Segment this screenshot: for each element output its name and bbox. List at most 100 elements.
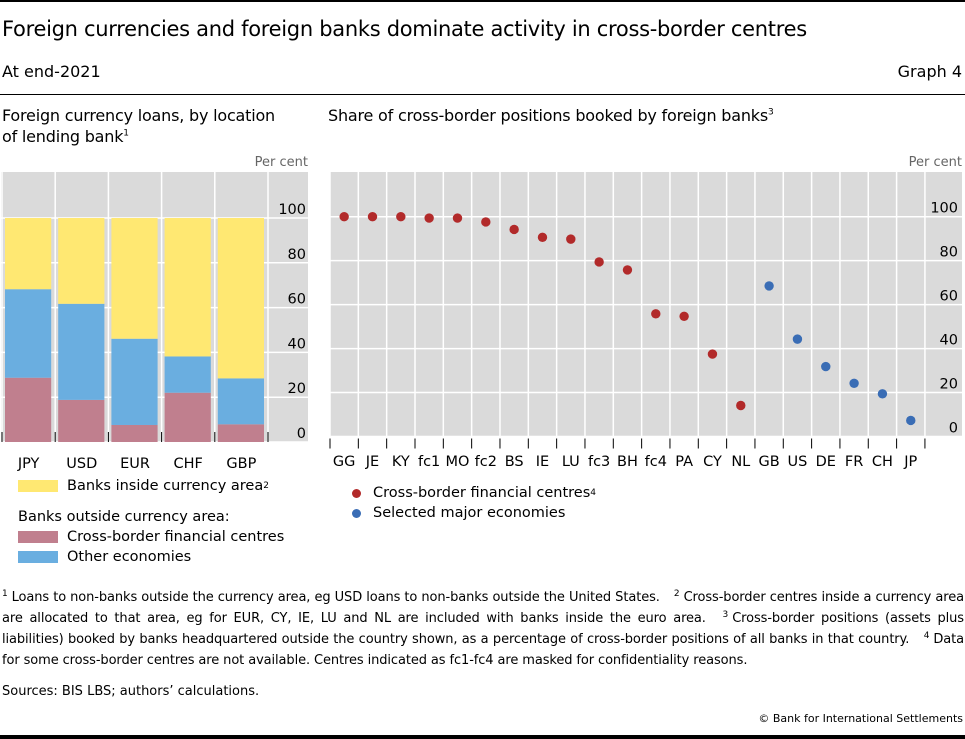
data-point-jp <box>906 415 916 426</box>
left-panel-title-line1: Foreign currency loans, by location <box>2 106 276 125</box>
right-xtick-label: KY <box>392 454 410 470</box>
footnote-text: Cross-border positions (assets plus liab… <box>2 611 964 647</box>
data-point-fc4 <box>651 309 661 319</box>
legend-item-major-economies: Selected major economies <box>330 505 565 521</box>
data-point-je <box>367 212 378 222</box>
data-point-us <box>792 334 803 344</box>
right-xtick-label: fc3 <box>588 454 610 470</box>
right-xtick-label: fc1 <box>418 454 440 470</box>
right-xtick-label: BS <box>505 454 524 470</box>
legend-label: Cross-border financial centres <box>67 529 285 545</box>
data-point-pa <box>679 311 689 321</box>
right-xtick-label: CH <box>872 454 893 470</box>
legend-item-other-economies: Other economies <box>18 549 191 565</box>
data-point-ch <box>877 389 888 399</box>
right-panel-title-text: Share of cross-border positions booked b… <box>328 106 768 125</box>
bar-segment-jpy-cross-border-centres <box>5 377 52 442</box>
right-xtick-label: NL <box>731 454 750 470</box>
right-xtick-label: LU <box>562 454 580 470</box>
right-xtick-label: fc2 <box>475 454 497 470</box>
right-xtick-label: IE <box>536 454 549 470</box>
chart-subtitle: At end-2021 <box>2 62 101 81</box>
chart-title: Foreign currencies and foreign banks dom… <box>2 17 807 41</box>
data-point-gb <box>764 281 774 291</box>
legend-label: Cross-border financial centres <box>373 485 591 501</box>
bar-segment-eur-other-economies <box>111 338 158 425</box>
legend-label: Banks inside currency area <box>67 478 264 494</box>
legend-swatch-pink <box>18 531 58 543</box>
right-unit-label: Per cent <box>908 155 962 170</box>
footnote-text: Data for some cross-border centres are n… <box>2 632 964 668</box>
left-panel-title: Foreign currency loans, by location of l… <box>2 105 275 147</box>
left-ytick-label: 20 <box>288 381 306 397</box>
data-point-fc1 <box>424 213 434 223</box>
footnote-text: Loans to non-banks outside the currency … <box>11 590 660 605</box>
bar-segment-gbp-other-economies <box>217 378 264 425</box>
bar-segment-jpy-other-economies <box>5 289 52 378</box>
bottom-rule <box>0 735 965 739</box>
data-point-bs <box>509 224 519 235</box>
bar-segment-eur-banks-inside <box>111 218 158 339</box>
left-ytick-label: 40 <box>288 336 306 352</box>
header-rule <box>0 94 965 95</box>
sources: Sources: BIS LBS; authors’ calculations. <box>2 684 260 699</box>
legend-label: Selected major economies <box>373 505 566 521</box>
right-xtick-label: GG <box>333 454 355 470</box>
left-ytick-label: 0 <box>297 426 306 442</box>
legend-item-cross-border: Cross-border financial centres <box>18 529 284 545</box>
right-xtick-label: JE <box>365 454 379 470</box>
footnote-number: 2 <box>673 588 680 599</box>
left-panel-title-line2-text: of lending bank <box>2 127 124 146</box>
data-point-ky <box>396 212 406 222</box>
right-ytick-label: 20 <box>940 377 958 393</box>
legend-label: Other economies <box>67 549 192 565</box>
legend-item-banks-inside: Banks inside currency area 2 <box>18 478 269 494</box>
right-ytick-label: 60 <box>940 289 958 305</box>
bar-segment-chf-cross-border-centres <box>164 392 211 442</box>
right-xtick-label: MO <box>446 454 470 470</box>
left-unit-label: Per cent <box>254 155 308 170</box>
bar-segment-chf-other-economies <box>164 356 211 393</box>
footnote-number: 3 <box>722 609 729 620</box>
left-ytick-label: 100 <box>278 202 306 218</box>
data-point-bh <box>622 265 633 275</box>
bar-segment-eur-cross-border-centres <box>111 424 158 442</box>
data-point-cy <box>707 349 718 359</box>
legend-item-cross-border-centres: Cross-border financial centres 4 <box>330 485 596 501</box>
right-xtick-label: BH <box>617 454 638 470</box>
top-rule <box>0 0 965 2</box>
bar-segment-gbp-banks-inside <box>217 218 264 379</box>
bar-segment-usd-cross-border-centres <box>58 399 105 442</box>
data-point-lu <box>566 234 576 244</box>
right-ytick-label: 80 <box>940 245 958 261</box>
right-panel-title: Share of cross-border positions booked b… <box>328 105 774 126</box>
left-xtick-label: CHF <box>174 456 203 472</box>
left-xtick-label: EUR <box>120 456 150 472</box>
footnote-ref: 1 <box>123 128 129 139</box>
left-ytick-label: 80 <box>288 247 306 263</box>
footnotes: 1 Loans to non-banks outside the currency… <box>2 587 964 671</box>
legend-dot-red <box>352 488 361 498</box>
data-point-nl <box>736 400 746 411</box>
data-point-de <box>821 361 831 372</box>
right-ytick-label: 40 <box>940 333 958 349</box>
legend-group-heading: Banks outside currency area: <box>18 509 230 525</box>
right-xtick-label: GB <box>759 454 780 470</box>
copyright: © Bank for International Settlements <box>758 712 963 725</box>
right-xtick-label: DE <box>816 454 836 470</box>
right-xtick-label: CY <box>703 454 722 470</box>
footnote-ref: 3 <box>767 107 774 118</box>
left-xtick-label: JPY <box>17 456 40 472</box>
right-xtick-label: FR <box>845 454 863 470</box>
data-point-fc3 <box>594 257 604 267</box>
right-xtick-label: PA <box>675 454 693 470</box>
right-xtick-label: JP <box>903 454 917 470</box>
data-point-mo <box>452 213 463 223</box>
data-point-fr <box>849 378 859 389</box>
left-xtick-label: GBP <box>226 456 256 472</box>
left-panel-title-line2: of lending bank1 <box>2 126 275 147</box>
bar-segment-gbp-cross-border-centres <box>217 424 264 442</box>
bar-segment-chf-banks-inside <box>164 218 211 357</box>
legend-heading: Banks outside currency area: <box>18 509 230 525</box>
